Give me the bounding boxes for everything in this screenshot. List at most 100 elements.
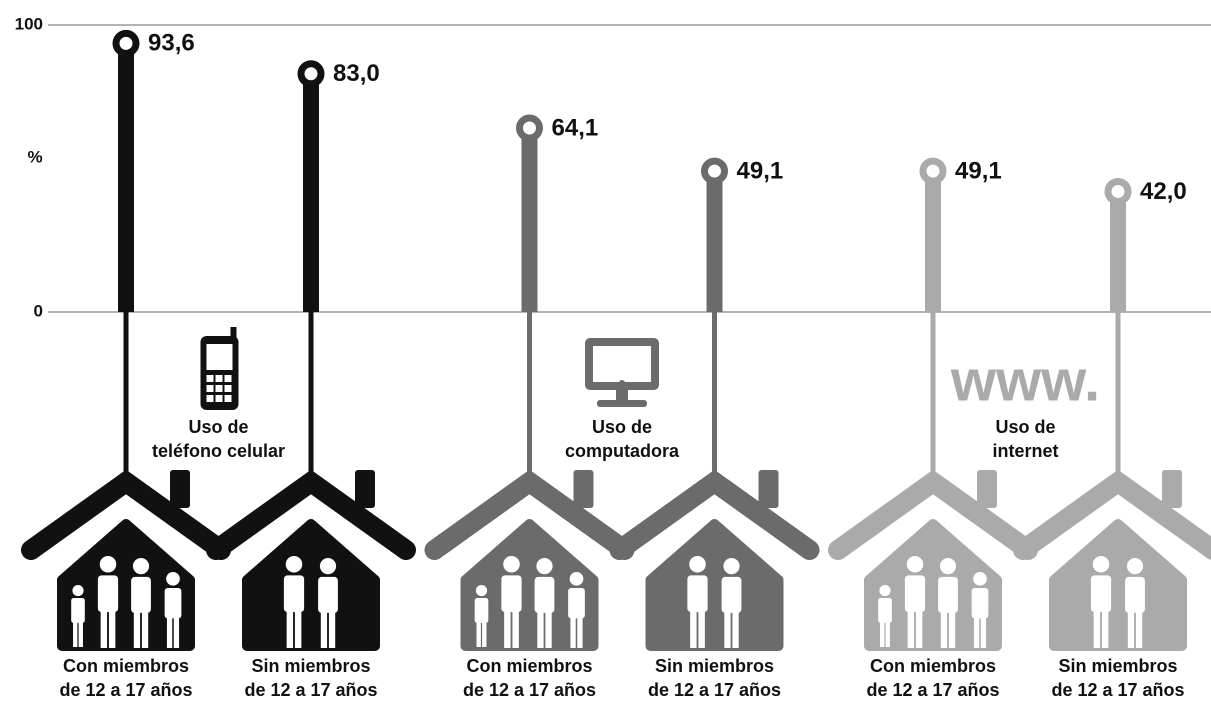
category-label: de 12 a 17 años	[463, 680, 596, 700]
person-body	[1125, 576, 1145, 613]
person-leg	[108, 609, 116, 648]
series-label: teléfono celular	[152, 441, 285, 461]
family	[474, 556, 585, 648]
phone-key	[215, 395, 223, 402]
person-leg	[1093, 609, 1101, 648]
person-head	[503, 556, 520, 573]
person-body	[687, 575, 708, 613]
series-label: internet	[992, 441, 1058, 461]
person-leg	[880, 620, 885, 647]
person-leg	[537, 610, 544, 648]
person-head	[132, 558, 150, 575]
person-body	[501, 575, 522, 613]
person-head	[879, 585, 891, 597]
person-leg	[698, 609, 705, 648]
person-body	[938, 576, 958, 613]
person-body	[283, 575, 305, 613]
person-head	[569, 572, 584, 586]
person-head	[1126, 558, 1144, 575]
phone-key	[206, 385, 214, 392]
person-head	[319, 558, 337, 575]
person-leg	[1135, 610, 1143, 648]
person-head	[536, 558, 553, 575]
chimney	[355, 470, 375, 508]
person-leg	[320, 610, 328, 648]
person-head	[1092, 556, 1110, 573]
person-leg	[545, 610, 552, 648]
person-leg	[328, 610, 336, 648]
value-label: 49,1	[955, 157, 1002, 184]
person-leg	[173, 616, 180, 648]
monitor-screen	[593, 346, 651, 382]
person-body	[318, 576, 338, 613]
person-leg	[980, 616, 987, 648]
point	[297, 60, 325, 88]
chimney	[573, 470, 594, 508]
person-body	[971, 587, 989, 619]
person-head	[973, 572, 987, 586]
person-leg	[100, 609, 108, 648]
phone-key	[224, 395, 232, 402]
house-body	[1049, 519, 1187, 651]
person-leg	[476, 620, 481, 647]
person-leg	[570, 616, 576, 648]
value-label: 93,6	[148, 30, 195, 57]
person-leg	[512, 609, 519, 648]
person-leg	[294, 609, 302, 648]
person-body	[131, 576, 151, 613]
family	[878, 556, 989, 648]
person-head	[99, 556, 117, 573]
family	[71, 556, 182, 648]
chimney	[758, 470, 779, 508]
phone-key	[215, 375, 223, 382]
person-leg	[73, 620, 78, 647]
person-leg	[577, 616, 583, 648]
monitor-dot	[619, 380, 625, 386]
series-label: Uso de	[995, 417, 1055, 437]
category-label: de 12 a 17 años	[244, 680, 377, 700]
www-icon: www.	[950, 348, 1100, 413]
value-label: 42,0	[1140, 178, 1187, 205]
person-body	[904, 575, 926, 613]
value-label: 83,0	[333, 60, 380, 87]
point	[516, 114, 543, 142]
person-body	[474, 598, 489, 623]
person-head	[72, 585, 84, 597]
person-leg	[885, 620, 890, 647]
person-leg	[504, 609, 511, 648]
person-leg	[940, 610, 948, 648]
person-body	[878, 598, 892, 623]
person-leg	[907, 609, 915, 648]
category-label: Sin miembros	[655, 656, 774, 676]
stem	[706, 171, 723, 312]
category-label: de 12 a 17 años	[1051, 680, 1184, 700]
person-body	[1090, 575, 1112, 613]
category-label: Con miembros	[63, 656, 189, 676]
phone-key	[206, 375, 214, 382]
person-head	[939, 558, 957, 575]
person-head	[906, 556, 924, 573]
house-body	[242, 519, 380, 651]
person-head	[285, 556, 303, 573]
chimney	[977, 470, 997, 508]
point	[701, 157, 728, 185]
person-leg	[78, 620, 83, 647]
family	[687, 556, 742, 648]
house-body	[645, 519, 784, 651]
person-body	[568, 587, 585, 619]
person-leg	[133, 610, 141, 648]
person-leg	[1127, 610, 1135, 648]
person-leg	[690, 609, 697, 648]
family	[283, 556, 338, 648]
y-axis-label: %	[27, 147, 42, 166]
phone-key	[206, 395, 214, 402]
person-head	[475, 585, 488, 597]
person-leg	[915, 609, 923, 648]
series-label: computadora	[565, 441, 680, 461]
person-leg	[141, 610, 149, 648]
category-label: Con miembros	[466, 656, 592, 676]
point	[112, 29, 140, 57]
category-label: de 12 a 17 años	[648, 680, 781, 700]
category-label: Sin miembros	[251, 656, 370, 676]
